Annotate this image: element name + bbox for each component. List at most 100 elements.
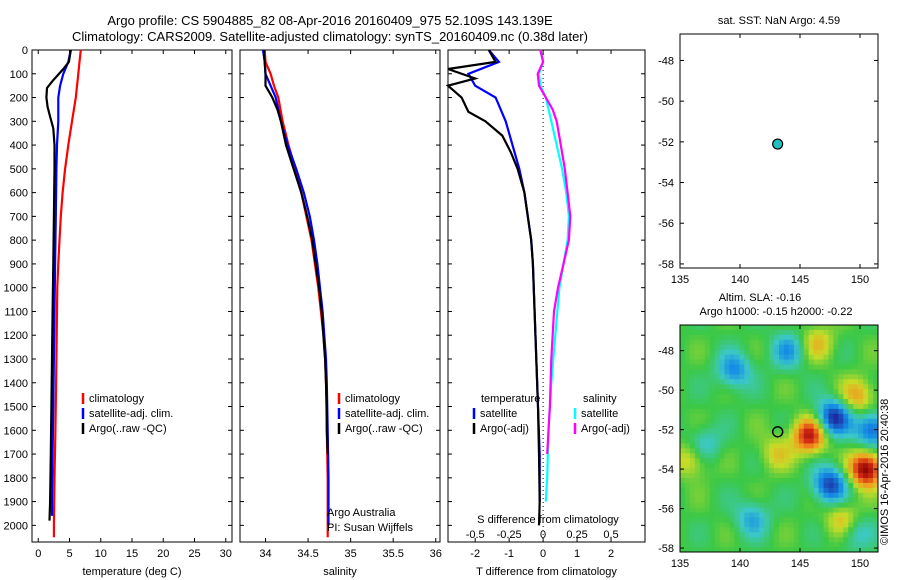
sla-heatmap-cell — [779, 487, 785, 494]
sla-heatmap-cell — [833, 477, 839, 484]
sla-heatmap-cell — [808, 487, 815, 494]
sla-heatmap-cell — [719, 532, 726, 538]
x-tick-label: 135 — [671, 558, 689, 570]
sla-heatmap-cell — [749, 413, 755, 420]
sla-heatmap-cell — [769, 537, 775, 543]
sla-heatmap-cell — [848, 384, 854, 390]
sla-heatmap-cell — [759, 477, 765, 484]
sla-heatmap-cell — [813, 468, 820, 474]
sla-heatmap-cell — [704, 394, 711, 400]
sla-heatmap-cell — [719, 482, 726, 489]
sla-heatmap-cell — [694, 537, 701, 543]
sla-heatmap-cell — [793, 473, 800, 479]
sla-heatmap-cell — [704, 423, 711, 430]
sla-heatmap-cell — [734, 492, 740, 499]
sla-heatmap-cell — [783, 433, 790, 440]
sla-heatmap-cell — [714, 477, 721, 484]
sla-heatmap-cell — [734, 477, 740, 484]
sla-heatmap-cell — [843, 384, 849, 390]
difference-frame — [447, 49, 646, 543]
sla-heatmap-cell — [774, 492, 780, 499]
sla-heatmap-cell — [774, 374, 780, 380]
sla-heatmap-cell — [734, 473, 740, 479]
sla-heatmap-cell — [769, 369, 775, 375]
sla-heatmap-cell — [783, 537, 790, 543]
sla-heatmap-cell — [739, 394, 745, 400]
sla-heatmap-cell — [699, 477, 706, 484]
sla-heatmap-cell — [788, 339, 795, 346]
x-tick-label: 2 — [608, 548, 614, 560]
sla-heatmap-cell — [823, 443, 830, 449]
sla-heatmap-cell — [680, 458, 686, 464]
sla-heatmap-cell — [818, 325, 825, 331]
sla-heatmap-cell — [788, 329, 795, 336]
sla-heatmap-cell — [798, 492, 805, 499]
sla-heatmap-cell — [863, 497, 869, 504]
sla-heatmap-cell — [699, 349, 706, 356]
sla-heatmap-cell — [694, 497, 701, 504]
sla-heatmap-cell — [868, 374, 874, 380]
sla-heatmap-cell — [783, 448, 790, 454]
sla-heatmap-cell — [779, 537, 785, 543]
y-tick-label: 1300 — [4, 354, 28, 366]
sla-heatmap-cell — [704, 349, 711, 356]
sla-heatmap-cell — [808, 532, 815, 538]
sla-heatmap-cell — [808, 359, 815, 366]
sla-heatmap-cell — [724, 537, 731, 543]
sla-heatmap-cell — [769, 349, 775, 356]
sla-heatmap-cell — [729, 354, 736, 361]
sla-heatmap-cell — [803, 379, 810, 385]
sla-heatmap-cell — [684, 344, 691, 351]
sla-heatmap-cell — [823, 517, 830, 523]
sla-heatmap-cell — [719, 458, 726, 464]
sla-heatmap-cell — [798, 349, 805, 356]
temperature-frame — [31, 49, 233, 543]
sla-heatmap-cell — [719, 379, 726, 385]
sla-heatmap-cell — [729, 433, 736, 440]
sla-heatmap-cell — [833, 344, 839, 351]
sla-heatmap-cell — [783, 517, 790, 523]
sla-heatmap-cell — [774, 517, 780, 523]
sla-heatmap-cell — [779, 325, 785, 331]
sla-heatmap-cell — [769, 547, 775, 552]
sla-heatmap-cell — [873, 403, 878, 410]
sla-heatmap-cell — [724, 433, 731, 440]
sla-heatmap-cell — [823, 369, 830, 375]
sla-heatmap-cell — [858, 428, 864, 435]
sla-heatmap-cell — [813, 438, 820, 445]
sla-heatmap-cell — [714, 463, 721, 469]
sla-heatmap-cell — [808, 344, 815, 351]
sla-heatmap-cell — [724, 522, 731, 528]
series-line-climatology — [52, 49, 82, 538]
x-tick-label: 140 — [731, 274, 749, 286]
sla-heatmap-cell — [838, 527, 844, 533]
sla-heatmap-cell — [680, 492, 686, 499]
sla-heatmap-cell — [769, 428, 775, 435]
sla-heatmap-cell — [764, 458, 770, 464]
sla-heatmap-cell — [754, 329, 760, 336]
sla-heatmap-cell — [779, 468, 785, 474]
sla-heatmap-cell — [779, 458, 785, 464]
sla-heatmap-cell — [689, 547, 696, 552]
sla-heatmap-cell — [714, 433, 721, 440]
sla-heatmap-cell — [863, 448, 869, 454]
sla-heatmap-cell — [769, 482, 775, 489]
sla-heatmap-cell — [793, 537, 800, 543]
difference-legend-title-right: salinity — [583, 393, 617, 405]
sla-heatmap-cell — [788, 433, 795, 440]
sla-heatmap-cell — [823, 379, 830, 385]
sla-heatmap-cell — [848, 374, 854, 380]
sla-heatmap-cell — [680, 473, 686, 479]
s-tick-label: 0.5 — [603, 529, 618, 541]
sla-heatmap-cell — [754, 473, 760, 479]
sla-heatmap-cell — [838, 547, 844, 552]
sla-heatmap-cell — [734, 374, 740, 380]
sla-heatmap-cell — [759, 517, 765, 523]
sla-heatmap-cell — [788, 502, 795, 509]
sla-heatmap-cell — [798, 547, 805, 552]
sla-heatmap-cell — [704, 507, 711, 514]
sla-heatmap-cell — [734, 364, 740, 371]
sla-heatmap-cell — [739, 359, 745, 366]
sla-heatmap-cell — [694, 408, 701, 415]
